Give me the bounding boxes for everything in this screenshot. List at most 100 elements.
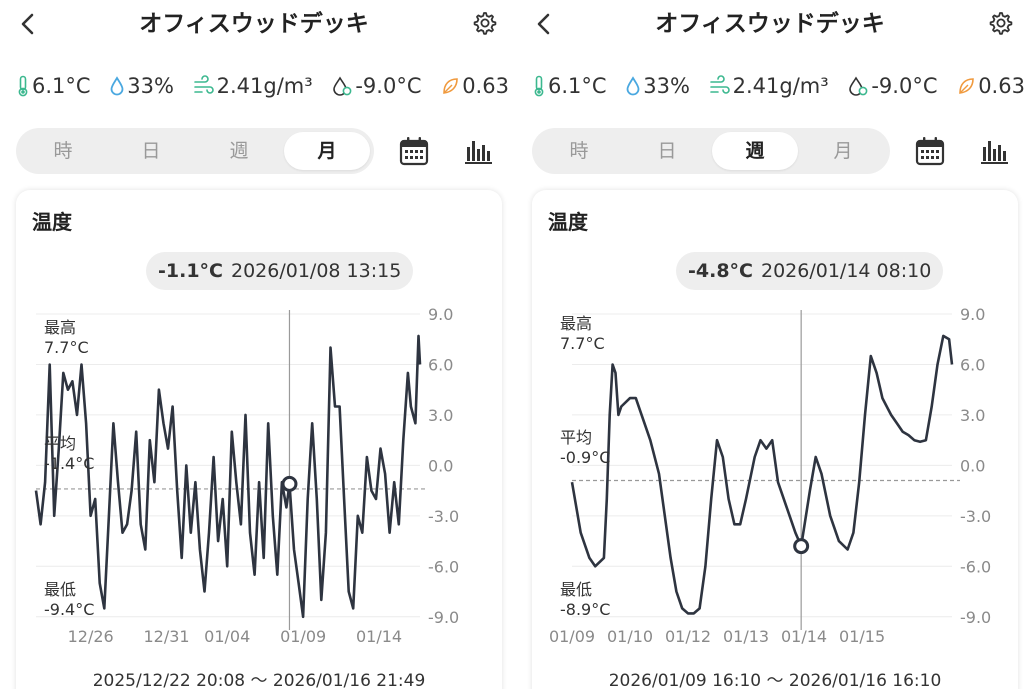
thermometer-icon [18, 75, 28, 97]
metric-temperature: 6.1°C [16, 68, 91, 104]
readout-value: -4.8°C [688, 260, 753, 282]
metric-vpd: 0.63 [956, 68, 1024, 104]
chevron-left-icon [537, 13, 550, 35]
y-tick-label: -3.0 [428, 507, 459, 526]
temperature-series-line [570, 334, 954, 615]
page-title: オフィスウッドデッキ [655, 11, 885, 37]
period-segmented-control: 時 日 週 月 [16, 128, 374, 174]
x-tick-label: 01/13 [723, 627, 769, 646]
settings-button[interactable] [470, 9, 498, 37]
metric-humidity: 33% [625, 68, 690, 104]
app-header: オフィスウッドデッキ [0, 0, 508, 50]
stat-average-label: 平均 [560, 428, 593, 447]
gear-icon [989, 12, 1013, 35]
metric-absolute-humidity-value: 2.41g/m³ [216, 74, 313, 98]
stat-max-value: 7.7°C [44, 338, 89, 357]
tab-day[interactable]: 日 [141, 140, 161, 162]
thermometer-icon [534, 75, 544, 97]
stat-max: 最高 7.7°C [560, 314, 605, 354]
stat-average-value: -1.4°C [44, 454, 95, 473]
temperature-chart[interactable]: 9.0 6.0 3.0 0.0 -3.0 -6.0 -9.0 12/26 12/31 01/04 0… [16, 190, 502, 660]
stat-max-label: 最高 [44, 318, 77, 337]
stat-min-label: 最低 [560, 580, 593, 599]
y-tick-label: -3.0 [960, 507, 991, 526]
screen-monthly: オフィスウッドデッキ 6.1°C 33% 2.41g/m³ -9.0°C 0.6… [0, 0, 508, 689]
humidity-wind-icon [193, 75, 214, 94]
y-tick-label: 3.0 [428, 406, 453, 425]
date-range: 2025/12/22 20:08 〜 2026/01/16 21:49 [92, 671, 426, 689]
temperature-chart[interactable]: 9.0 6.0 3.0 0.0 -3.0 -6.0 -9.0 01/09 01/10 01/12 0… [532, 190, 1018, 660]
screen-weekly: オフィスウッドデッキ 6.1°C 33% 2.41g/m³ -9.0°C 0.6… [516, 0, 1024, 689]
tab-week[interactable]: 週 [229, 140, 249, 162]
y-tick-label: 9.0 [960, 305, 985, 324]
y-tick-label: 6.0 [960, 355, 985, 374]
calendar-icon [399, 137, 429, 166]
readout-datetime: 2026/01/08 13:15 [231, 260, 402, 282]
x-tick-label: 01/10 [607, 627, 653, 646]
humidity-wind-icon [709, 75, 730, 94]
tab-day[interactable]: 日 [657, 140, 677, 162]
tab-hour[interactable]: 時 [53, 140, 73, 162]
stat-max: 最高 7.7°C [44, 318, 89, 358]
card-title: 温度 [32, 210, 72, 234]
x-tick-label: 01/04 [204, 627, 250, 646]
tab-hour[interactable]: 時 [569, 140, 589, 162]
tab-month[interactable]: 月 [833, 140, 853, 162]
app-header: オフィスウッドデッキ [516, 0, 1024, 50]
x-tick-label: 01/15 [839, 627, 885, 646]
metric-absolute-humidity: 2.41g/m³ [709, 68, 829, 104]
stat-min-value: -8.9°C [560, 600, 611, 619]
value-readout: -4.8°C 2026/01/14 08:10 [676, 252, 944, 290]
stat-average-label: 平均 [44, 434, 77, 453]
stat-average: 平均 -1.4°C [44, 434, 94, 474]
temperature-card: 温度 -1.1°C 2026/01/08 13:15 9.0 6.0 3.0 0.0 -3… [16, 190, 502, 689]
calendar-button[interactable] [398, 135, 430, 167]
chevron-left-icon [21, 13, 34, 35]
x-tick-label: 01/14 [781, 627, 827, 646]
chart-type-button[interactable] [462, 135, 494, 167]
y-tick-label: -9.0 [960, 608, 991, 627]
metric-temperature-value: 6.1°C [32, 74, 91, 98]
settings-button[interactable] [986, 9, 1014, 37]
metric-dewpoint: -9.0°C [847, 68, 938, 104]
y-tick-label: 6.0 [428, 355, 453, 374]
back-button[interactable] [14, 8, 42, 40]
metric-humidity: 33% [109, 68, 174, 104]
x-tick-label: 01/12 [665, 627, 711, 646]
y-tick-label: 9.0 [428, 305, 453, 324]
stat-max-label: 最高 [560, 314, 593, 333]
stat-min-label: 最低 [44, 580, 77, 599]
y-tick-label: 0.0 [960, 456, 985, 475]
metric-temperature: 6.1°C [532, 68, 607, 104]
chart-type-button[interactable] [978, 135, 1010, 167]
metric-vpd: 0.63 [440, 68, 508, 104]
tab-week[interactable]: 週 [712, 132, 798, 170]
x-tick-label: 12/31 [143, 627, 189, 646]
stat-min: 最低 -8.9°C [560, 580, 610, 620]
dewpoint-icon [849, 76, 868, 96]
tab-month[interactable]: 月 [284, 132, 370, 170]
back-button[interactable] [530, 8, 558, 40]
bar-chart-icon [981, 141, 1008, 164]
stat-min-value: -9.4°C [44, 600, 95, 619]
bar-chart-icon [465, 141, 492, 164]
metric-absolute-humidity: 2.41g/m³ [193, 68, 313, 104]
metric-vpd-value: 0.63 [462, 74, 508, 98]
selected-point-marker [281, 475, 298, 492]
selected-point-marker [793, 538, 810, 555]
y-tick-label: -6.0 [960, 557, 991, 576]
y-tick-label: 3.0 [960, 406, 985, 425]
dewpoint-icon [333, 76, 352, 96]
sensor-metrics: 6.1°C 33% 2.41g/m³ -9.0°C 0.63 [16, 68, 508, 104]
metric-dewpoint: -9.0°C [331, 68, 422, 104]
period-segmented-control: 時 日 週 月 [532, 128, 890, 174]
droplet-icon [626, 76, 640, 96]
metric-vpd-value: 0.63 [978, 74, 1024, 98]
metric-humidity-value: 33% [643, 74, 690, 98]
page-title: オフィスウッドデッキ [139, 11, 369, 37]
calendar-button[interactable] [914, 135, 946, 167]
readout-value: -1.1°C [158, 260, 223, 282]
temperature-card: 温度 -4.8°C 2026/01/14 08:10 9.0 6.0 3.0 0.0 -3… [532, 190, 1018, 689]
metric-dewpoint-value: -9.0°C [871, 74, 938, 98]
value-readout: -1.1°C 2026/01/08 13:15 [146, 252, 414, 290]
